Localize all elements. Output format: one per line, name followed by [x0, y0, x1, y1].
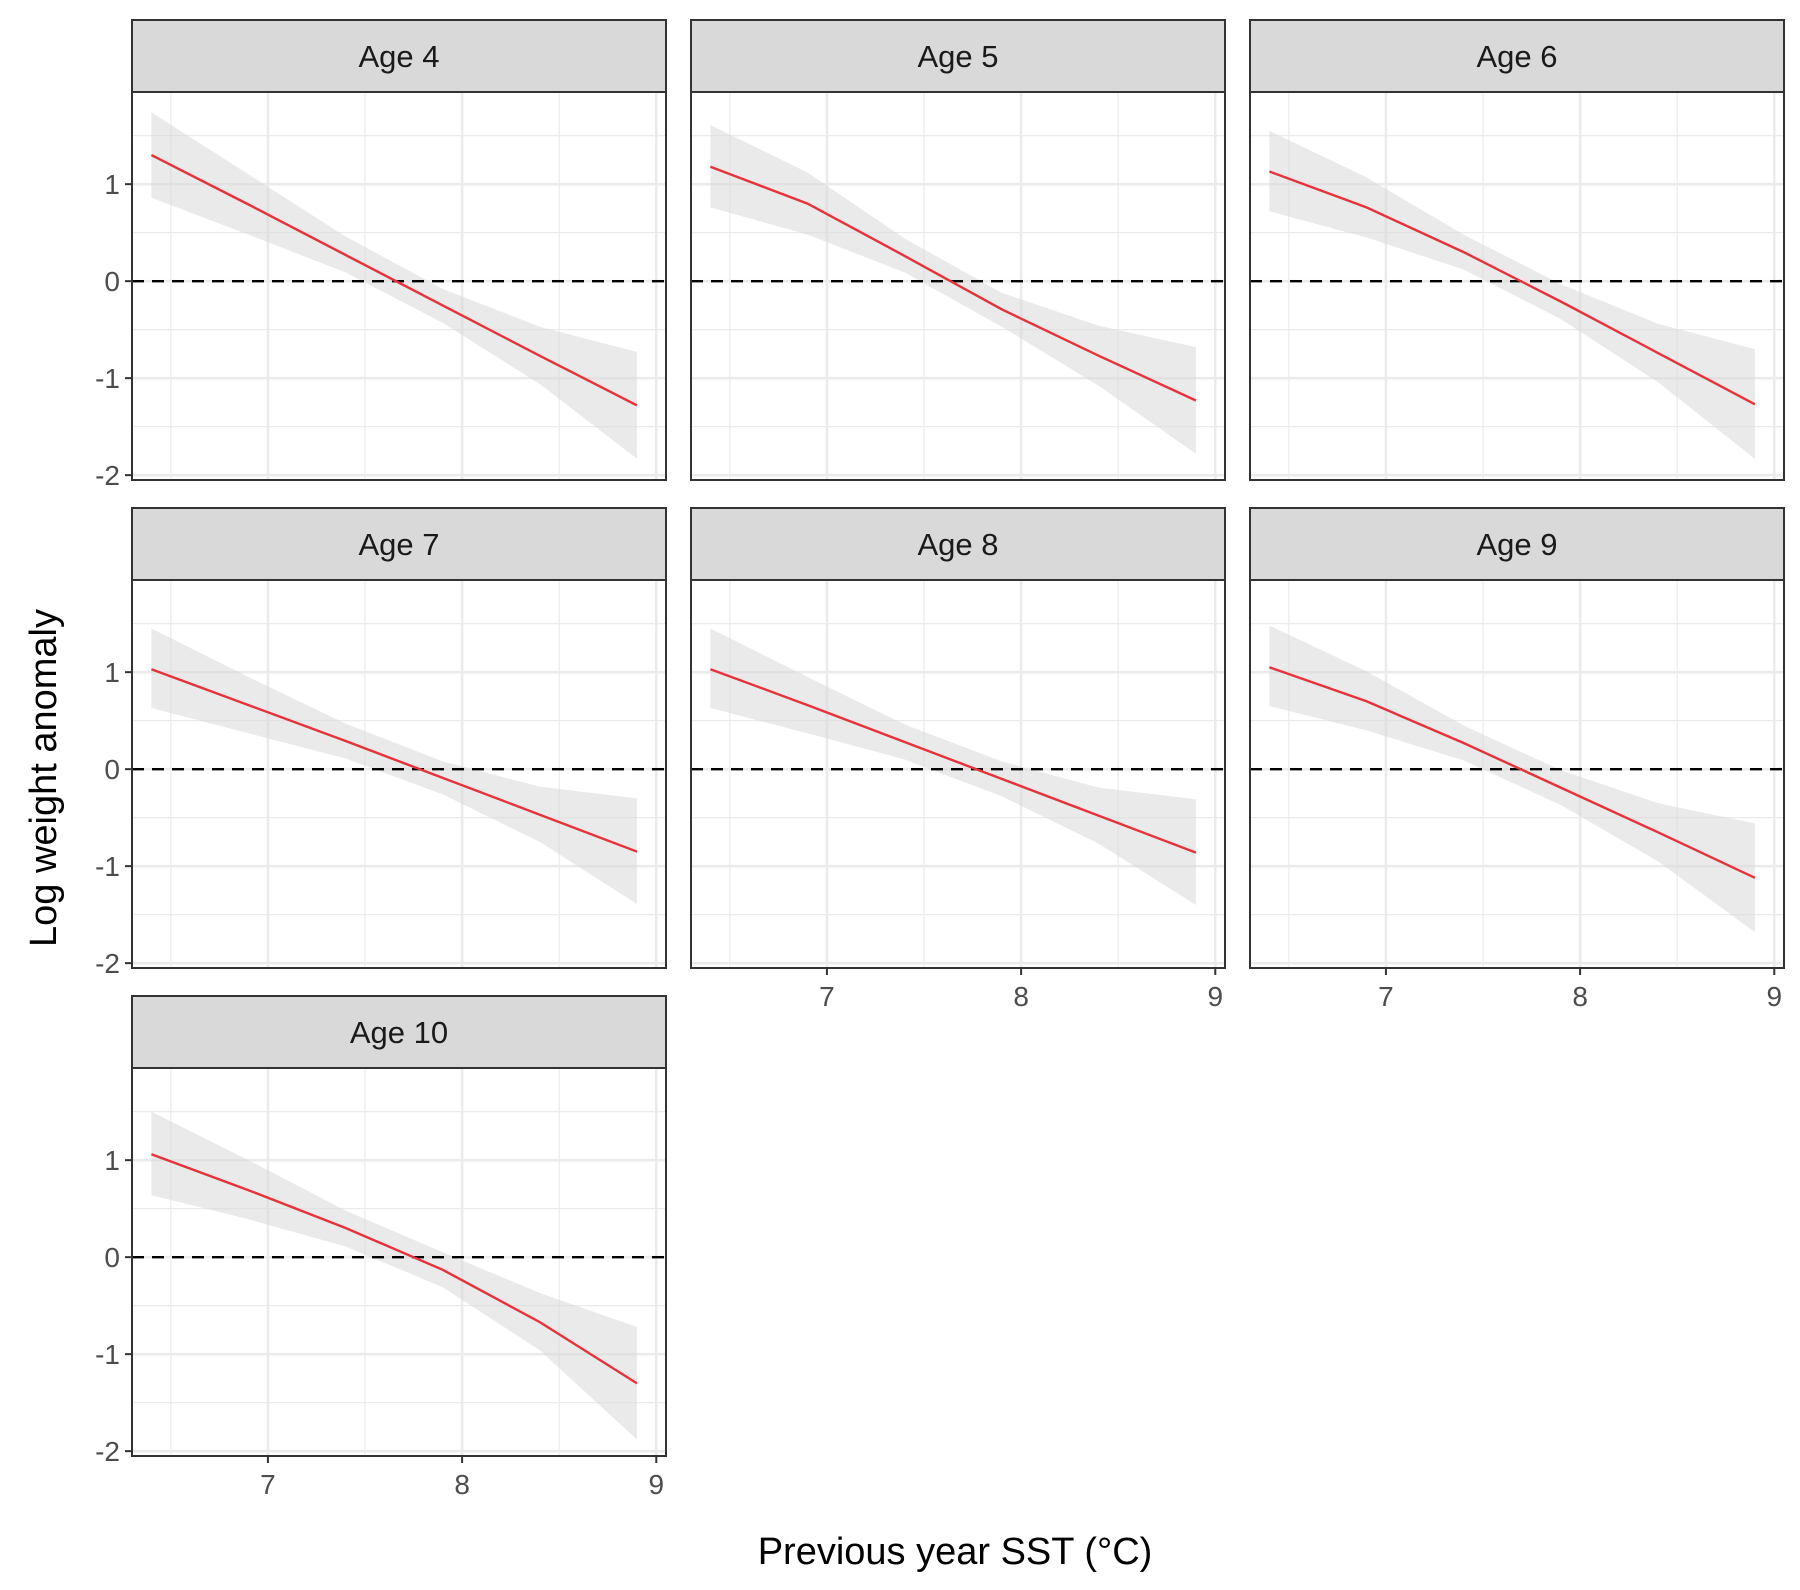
panel-border — [690, 91, 1226, 481]
facet-strip — [690, 19, 1226, 93]
confidence-ribbon — [710, 628, 1196, 905]
facet-label: Age 8 — [917, 527, 998, 562]
x-tick-label: 7 — [260, 1469, 276, 1500]
facet-label: Age 4 — [358, 39, 439, 74]
facet-panel: Age 7 — [131, 507, 667, 969]
panel-border — [131, 1067, 667, 1457]
panel-border — [1249, 579, 1785, 969]
panel-border — [131, 91, 667, 481]
x-tick-label: 8 — [454, 1469, 470, 1500]
facet-panel: Age 10 — [131, 995, 667, 1457]
facet-label: Age 7 — [358, 527, 439, 562]
y-tick-label: -1 — [95, 363, 120, 394]
facet-label: Age 9 — [1476, 527, 1557, 562]
y-tick-label: -2 — [95, 1436, 120, 1467]
facet-strip — [690, 507, 1226, 581]
facet-panel: Age 5 — [690, 19, 1226, 481]
facet-panel: Age 8 — [690, 507, 1226, 969]
confidence-ribbon — [151, 112, 637, 459]
facet-strip — [131, 995, 667, 1069]
facet-panel: Age 9 — [1249, 507, 1785, 969]
facet-strip — [1249, 19, 1785, 93]
y-tick-label: -2 — [95, 948, 120, 979]
facet-panels: Age 4 Age 5 Age 6 Age 7 Age 8 Age 9 Age 10 — [131, 19, 1785, 1457]
panel-border — [690, 579, 1226, 969]
y-tick-label: 0 — [104, 266, 120, 297]
x-tick-label: 8 — [1572, 981, 1588, 1012]
x-tick-label: 7 — [1378, 981, 1394, 1012]
fit-line — [1268, 170, 1756, 406]
y-tick-label: 0 — [104, 1242, 120, 1273]
x-tick-label: 7 — [819, 981, 835, 1012]
confidence-ribbon — [151, 1111, 637, 1440]
facet-label: Age 6 — [1476, 39, 1557, 74]
x-tick-label: 8 — [1013, 981, 1029, 1012]
x-tick-label: 9 — [1208, 981, 1224, 1012]
confidence-ribbon — [151, 628, 637, 904]
facet-panel: Age 6 — [1249, 19, 1785, 481]
facet-strip — [131, 19, 667, 93]
y-tick-label: -2 — [95, 460, 120, 491]
y-tick-label: -1 — [95, 851, 120, 882]
x-axis-title: Previous year SST (°C) — [758, 1531, 1153, 1573]
axes: -2 -1 0 1 -2 -1 0 1 7 8 9 7 8 9 -2 -1 0 1 7 8 9 — [95, 169, 1782, 1500]
facet-strip — [1249, 507, 1785, 581]
confidence-ribbon — [710, 125, 1196, 454]
fit-line — [150, 1153, 638, 1385]
fit-line — [709, 668, 1197, 854]
facet-label: Age 10 — [350, 1015, 448, 1050]
y-tick-label: 1 — [104, 657, 120, 688]
fit-line — [150, 668, 638, 853]
y-tick-label: 1 — [104, 169, 120, 200]
fit-line — [1269, 666, 1756, 879]
panel-border — [131, 579, 667, 969]
confidence-ribbon — [1269, 625, 1755, 933]
x-tick-label: 9 — [1767, 981, 1783, 1012]
y-tick-label: -1 — [95, 1339, 120, 1370]
y-axis-title: Log weight anomaly — [23, 609, 65, 947]
fit-line — [709, 165, 1197, 402]
y-tick-label: 0 — [104, 754, 120, 785]
facet-panel: Age 4 — [131, 19, 667, 481]
confidence-ribbon — [1269, 130, 1755, 459]
facet-strip — [131, 507, 667, 581]
fit-line — [150, 154, 638, 407]
x-tick-label: 9 — [649, 1469, 665, 1500]
facet-label: Age 5 — [917, 39, 998, 74]
y-tick-label: 1 — [104, 1145, 120, 1176]
panel-border — [1249, 91, 1785, 481]
